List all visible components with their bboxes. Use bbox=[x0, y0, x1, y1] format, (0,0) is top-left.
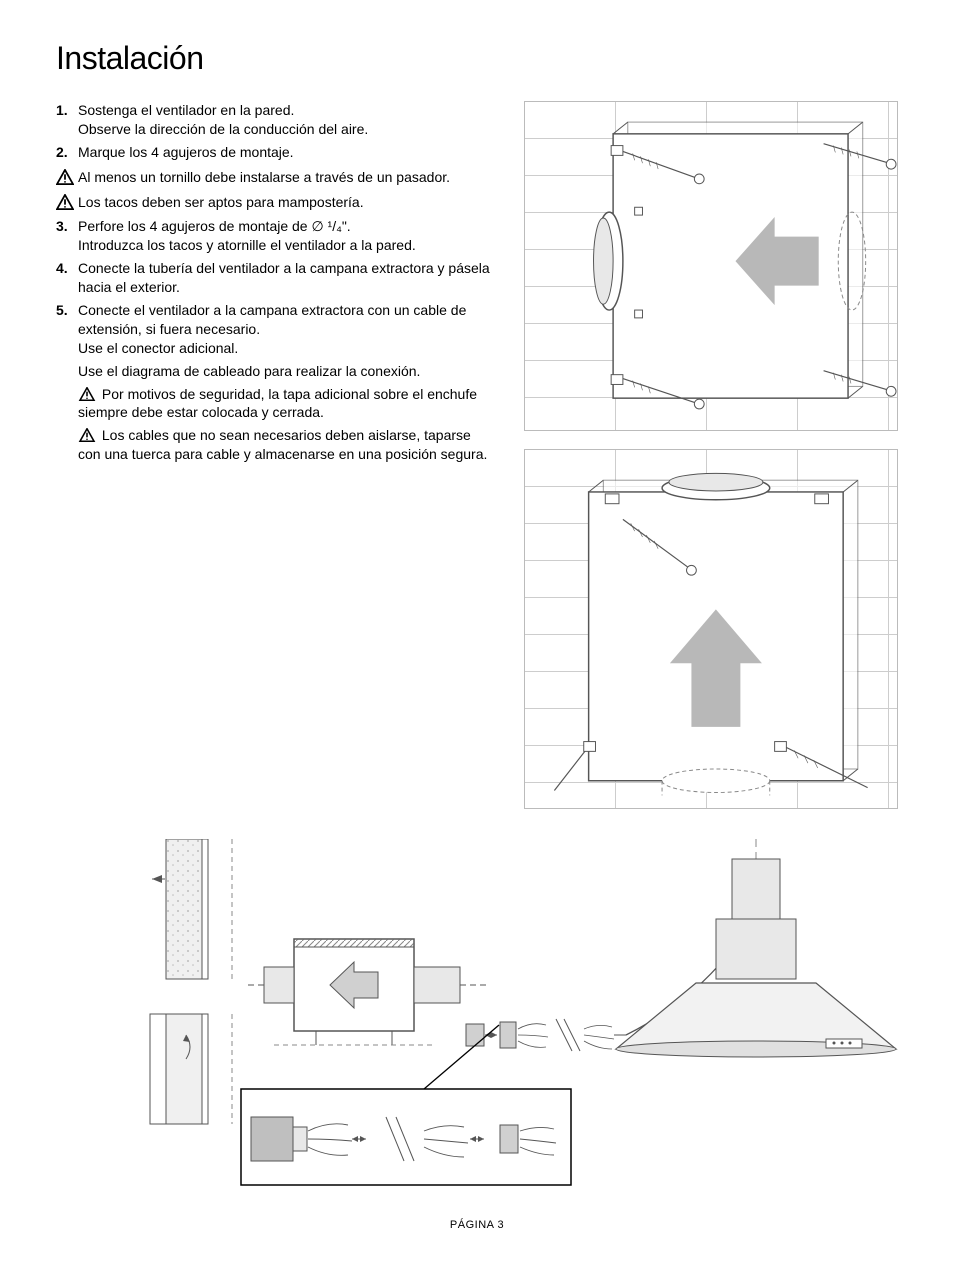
step-line: Sostenga el ventilador en la pared. bbox=[78, 102, 294, 118]
blower-side bbox=[244, 939, 486, 1045]
warning-icon bbox=[56, 169, 74, 185]
warning-icon bbox=[78, 428, 96, 442]
step-text: Conecte la tubería del ventilador a la c… bbox=[78, 259, 496, 297]
main-content: 1. Sostenga el ventilador en la pared. O… bbox=[56, 101, 898, 827]
page-title: Instalación bbox=[56, 40, 898, 77]
step-number: 1. bbox=[56, 101, 78, 139]
range-hood bbox=[616, 839, 896, 1057]
step-1: 1. Sostenga el ventilador en la pared. O… bbox=[56, 101, 496, 139]
warning-text: Los tacos deben ser aptos para mamposter… bbox=[78, 193, 364, 212]
warning-icon bbox=[78, 387, 96, 401]
step-number: 2. bbox=[56, 143, 78, 162]
step-5-sub: Use el diagrama de cableado para realiza… bbox=[78, 362, 496, 381]
step-text: Marque los 4 agujeros de montaje. bbox=[78, 143, 496, 162]
page-footer: PÁGINA 3 bbox=[56, 1219, 898, 1231]
step-5: 5. Conecte el ventilador a la campana ex… bbox=[56, 301, 496, 358]
warning-1: Al menos un tornillo debe instalarse a t… bbox=[56, 168, 496, 187]
warning-text: Al menos un tornillo debe instalarse a t… bbox=[78, 168, 450, 187]
figure-horizontal-mount bbox=[524, 101, 898, 431]
step-4: 4. Conecte la tubería del ventilador a l… bbox=[56, 259, 496, 297]
warning-4: Los cables que no sean necesarios deben … bbox=[78, 426, 496, 464]
step-3: 3. Perfore los 4 agujeros de montaje de … bbox=[56, 217, 496, 255]
step-line: Conecte el ventilador a la campana extra… bbox=[78, 302, 466, 337]
warning-text: Los cables que no sean necesarios deben … bbox=[78, 427, 487, 462]
warning-3: Por motivos de seguridad, la tapa adicio… bbox=[78, 385, 496, 423]
step-line: Introduzca los tacos y atornille el vent… bbox=[78, 237, 416, 253]
step-text: Sostenga el ventilador en la pared. Obse… bbox=[78, 101, 496, 139]
step-line: Use el conector adicional. bbox=[78, 340, 238, 356]
warning-icon bbox=[56, 194, 74, 210]
wall-section-bottom bbox=[150, 1014, 232, 1124]
step-number: 4. bbox=[56, 259, 78, 297]
warning-text: Por motivos de seguridad, la tapa adicio… bbox=[78, 386, 477, 421]
step-number: 5. bbox=[56, 301, 78, 358]
figure-wiring-diagram bbox=[56, 839, 898, 1199]
instructions-column: 1. Sostenga el ventilador en la pared. O… bbox=[56, 101, 496, 827]
step-line: Perfore los 4 agujeros de montaje de ∅ ¹… bbox=[78, 218, 351, 234]
wall-section-top bbox=[152, 839, 232, 979]
figures-column bbox=[524, 101, 898, 827]
step-text: Perfore los 4 agujeros de montaje de ∅ ¹… bbox=[78, 217, 496, 255]
step-2: 2. Marque los 4 agujeros de montaje. bbox=[56, 143, 496, 162]
step-line: Observe la dirección de la conducción de… bbox=[78, 121, 368, 137]
figure-vertical-mount bbox=[524, 449, 898, 809]
wiring-detail bbox=[241, 1025, 571, 1185]
step-text: Conecte el ventilador a la campana extra… bbox=[78, 301, 496, 358]
step-number: 3. bbox=[56, 217, 78, 255]
warning-2: Los tacos deben ser aptos para mamposter… bbox=[56, 193, 496, 212]
